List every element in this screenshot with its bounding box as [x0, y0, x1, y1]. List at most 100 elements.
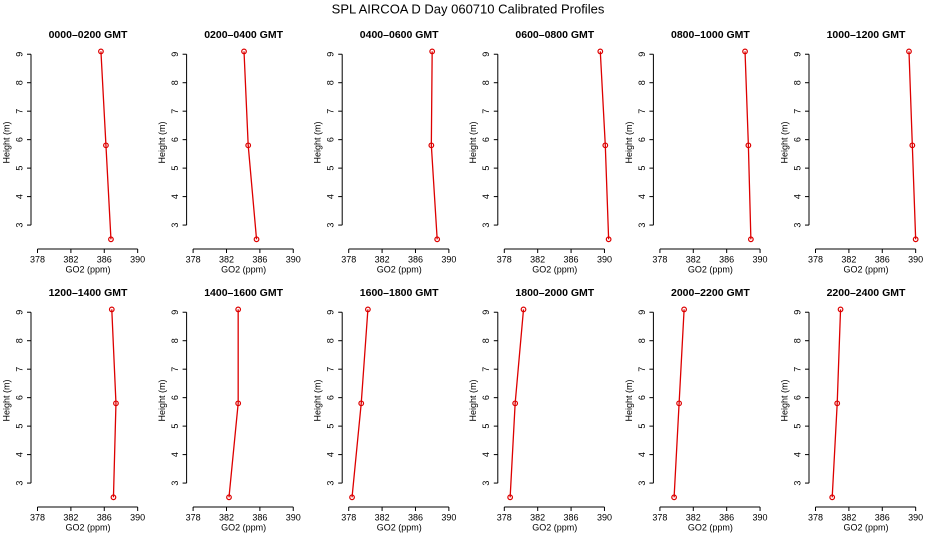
y-tick-label: 8	[170, 338, 180, 343]
x-tick-label: 378	[30, 512, 45, 522]
y-tick-label: 5	[481, 166, 491, 171]
panel: 1600–1800 GMT 378 382 386 390 GO2 (ppm) 3 4 5 6 7 8…	[313, 287, 457, 533]
profile-point	[747, 236, 754, 243]
y-tick-label: 8	[792, 338, 802, 343]
panel-title: 1800–2000 GMT	[515, 287, 594, 299]
y-axis-label: Height (m)	[624, 121, 634, 163]
panel: 1000–1200 GMT 378 382 386 390 GO2 (ppm) 3 4 5 6 7 8…	[779, 29, 923, 275]
x-tick-label: 390	[441, 512, 456, 522]
x-tick-label: 386	[252, 254, 267, 264]
x-tick-label: 390	[286, 254, 301, 264]
x-tick-label: 390	[597, 512, 612, 522]
profile-point	[428, 142, 435, 149]
y-axis-label: Height (m)	[779, 121, 789, 163]
y-tick-label: 6	[637, 395, 647, 400]
profile-point	[429, 48, 436, 55]
x-tick-label: 386	[719, 512, 734, 522]
y-tick-label: 9	[481, 310, 491, 315]
y-axis-label: Height (m)	[1, 121, 11, 163]
y-axis-label: Height (m)	[624, 379, 634, 421]
y-tick-label: 5	[637, 424, 647, 429]
profile-point	[358, 400, 365, 407]
y-tick-label: 5	[14, 166, 24, 171]
profile-point	[671, 494, 677, 501]
profile-point	[906, 48, 912, 55]
x-tick-label: 382	[63, 512, 78, 522]
profile-point	[365, 306, 371, 313]
x-tick-label: 378	[186, 254, 201, 264]
x-tick-label: 382	[375, 512, 390, 522]
profile-point	[602, 142, 609, 149]
x-tick-label: 378	[808, 254, 823, 264]
x-tick-label: 386	[719, 254, 734, 264]
y-tick-label: 9	[481, 52, 491, 57]
panel: 1200–1400 GMT 378 382 386 390 GO2 (ppm) 3 4 5 6 7 8…	[1, 287, 145, 533]
x-tick-label: 390	[441, 254, 456, 264]
y-tick-label: 3	[637, 223, 647, 228]
y-tick-label: 5	[481, 424, 491, 429]
y-tick-label: 4	[481, 194, 491, 199]
y-tick-label: 6	[170, 137, 180, 142]
x-tick-label: 378	[497, 254, 512, 264]
x-tick-label: 390	[597, 254, 612, 264]
panel-title: 0200–0400 GMT	[204, 29, 283, 41]
y-axis-label: Height (m)	[1, 379, 11, 421]
y-tick-label: 7	[170, 109, 180, 114]
x-tick-label: 382	[686, 512, 701, 522]
y-tick-label: 7	[326, 367, 336, 372]
y-tick-label: 4	[14, 452, 24, 457]
y-tick-label: 7	[14, 109, 24, 114]
profile-line	[509, 309, 525, 498]
profile-point	[512, 400, 519, 407]
profile-line	[351, 309, 369, 498]
y-tick-label: 7	[792, 109, 802, 114]
x-axis-label: GO2 (ppm)	[65, 522, 110, 532]
x-axis-label: GO2 (ppm)	[688, 264, 733, 274]
panel: 0400–0600 GMT 378 382 386 390 GO2 (ppm) 3 4 5 6 7 8…	[313, 29, 457, 275]
profile-point	[742, 48, 748, 55]
y-tick-label: 4	[326, 194, 336, 199]
profile-point	[507, 494, 514, 501]
y-tick-label: 6	[481, 395, 491, 400]
y-tick-label: 4	[14, 194, 24, 199]
y-tick-label: 7	[14, 367, 24, 372]
profile-point	[110, 494, 117, 501]
panel-title: 0600–0800 GMT	[515, 29, 594, 41]
y-tick-label: 4	[792, 452, 802, 457]
y-tick-label: 8	[14, 338, 24, 343]
y-tick-label: 9	[637, 52, 647, 57]
y-tick-label: 5	[326, 166, 336, 171]
y-tick-label: 6	[326, 137, 336, 142]
y-tick-label: 9	[170, 310, 180, 315]
y-tick-label: 9	[170, 52, 180, 57]
profile-point	[520, 306, 527, 313]
y-axis-label: Height (m)	[313, 379, 323, 421]
y-tick-label: 9	[14, 52, 24, 57]
y-tick-label: 8	[170, 80, 180, 85]
x-tick-label: 382	[375, 254, 390, 264]
y-tick-label: 4	[481, 452, 491, 457]
y-tick-label: 3	[481, 481, 491, 486]
y-tick-label: 8	[326, 80, 336, 85]
y-tick-label: 3	[792, 223, 802, 228]
y-tick-label: 6	[792, 395, 802, 400]
y-tick-label: 6	[14, 395, 24, 400]
y-tick-label: 4	[637, 452, 647, 457]
y-tick-label: 4	[792, 194, 802, 199]
x-tick-label: 382	[841, 254, 856, 264]
panel-title: 0400–0600 GMT	[360, 29, 439, 41]
panel-title: 0000–0200 GMT	[49, 29, 128, 41]
x-axis-label: GO2 (ppm)	[532, 522, 577, 532]
x-tick-label: 382	[841, 512, 856, 522]
x-axis-label: GO2 (ppm)	[377, 522, 422, 532]
profile-line	[673, 309, 685, 498]
x-tick-label: 382	[530, 254, 545, 264]
x-tick-label: 378	[497, 512, 512, 522]
y-tick-label: 9	[792, 310, 802, 315]
y-tick-label: 6	[14, 137, 24, 142]
y-tick-label: 7	[637, 367, 647, 372]
y-axis-label: Height (m)	[468, 379, 478, 421]
y-tick-label: 3	[170, 223, 180, 228]
